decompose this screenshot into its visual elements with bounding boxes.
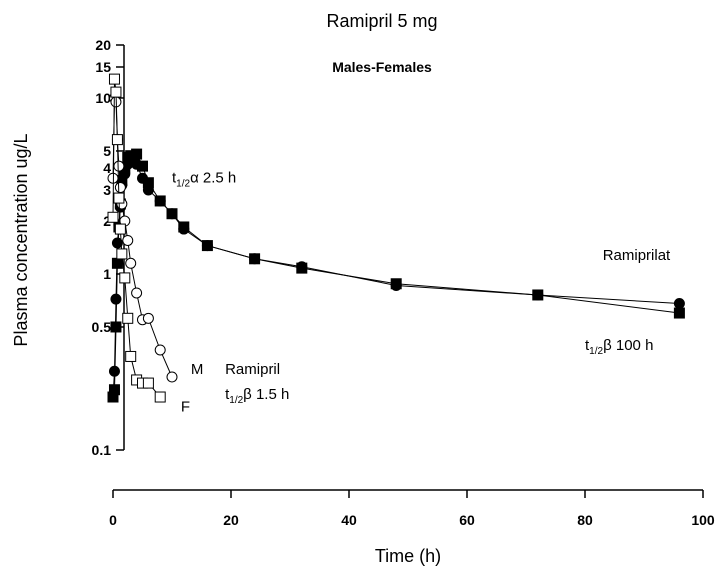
y-ticks: 0.1 0.5 1 2 3 45 10 15 20 bbox=[92, 37, 124, 458]
data-point bbox=[122, 234, 134, 246]
annotation: Ramipril bbox=[225, 361, 280, 378]
data-point bbox=[154, 391, 166, 403]
x-tick-label: 60 bbox=[459, 512, 475, 528]
y-tick-label: 3 bbox=[103, 182, 111, 198]
data-point bbox=[154, 195, 166, 207]
x-tick-label: 20 bbox=[223, 512, 239, 528]
data-point bbox=[107, 211, 119, 223]
data-point bbox=[108, 384, 120, 396]
series-line bbox=[112, 79, 161, 398]
y-tick-label: 4 bbox=[103, 160, 111, 176]
annotation: t1/2α 2.5 h bbox=[172, 170, 236, 190]
data-point bbox=[119, 272, 131, 284]
series-layer bbox=[107, 73, 685, 403]
data-point bbox=[142, 312, 154, 324]
annotations: t1/2α 2.5 h Ramiprilat t1/2β 100 h M Ramipri… bbox=[172, 170, 671, 416]
data-point bbox=[673, 297, 685, 309]
data-point bbox=[110, 293, 122, 305]
data-point bbox=[110, 86, 122, 98]
data-point bbox=[532, 289, 544, 301]
x-tick-label: 40 bbox=[341, 512, 357, 528]
data-point bbox=[110, 321, 122, 333]
y-tick-label: 1 bbox=[103, 266, 111, 282]
annotation: F bbox=[181, 399, 190, 416]
data-point bbox=[131, 148, 143, 160]
data-point bbox=[111, 237, 123, 249]
data-point bbox=[125, 350, 137, 362]
data-point bbox=[114, 223, 126, 235]
x-axis-label: Time (h) bbox=[375, 546, 441, 566]
y-tick-label: 10 bbox=[95, 90, 111, 106]
data-point bbox=[137, 160, 148, 172]
chart-title: Ramipril 5 mg bbox=[326, 11, 437, 31]
annotation: t1/2β 100 h bbox=[585, 337, 653, 357]
y-tick-label: 2 bbox=[103, 213, 111, 229]
data-point bbox=[122, 312, 134, 324]
y-tick-label: 0.1 bbox=[92, 442, 112, 458]
annotation: t1/2β 1.5 h bbox=[225, 386, 289, 406]
chart-subtitle: Males-Females bbox=[332, 59, 432, 75]
data-point bbox=[201, 240, 213, 252]
series-line bbox=[112, 153, 680, 398]
y-axis-label: Plasma concentration ug/L bbox=[11, 133, 31, 346]
data-point bbox=[131, 287, 143, 299]
series-open-square bbox=[107, 73, 166, 403]
data-point bbox=[142, 377, 154, 389]
annotation: M bbox=[191, 361, 204, 378]
data-point bbox=[178, 221, 190, 233]
data-point bbox=[116, 248, 128, 260]
x-tick-label: 100 bbox=[691, 512, 715, 528]
data-point bbox=[111, 134, 123, 146]
data-point bbox=[113, 192, 125, 204]
data-point bbox=[296, 262, 308, 274]
data-point bbox=[108, 73, 120, 85]
data-point bbox=[142, 177, 154, 189]
x-tick-label: 0 bbox=[109, 512, 117, 528]
data-point bbox=[113, 160, 125, 172]
data-point bbox=[166, 208, 178, 220]
x-tick-label: 80 bbox=[577, 512, 593, 528]
data-point bbox=[249, 253, 261, 265]
data-point bbox=[166, 371, 178, 383]
y-tick-label: 15 bbox=[95, 59, 111, 75]
data-point bbox=[111, 257, 123, 269]
data-point bbox=[114, 182, 126, 194]
annotation: Ramiprilat bbox=[603, 247, 671, 264]
data-point bbox=[673, 307, 685, 319]
y-tick-label: 20 bbox=[95, 37, 111, 53]
data-point bbox=[390, 278, 402, 290]
y-tick-label: 0.5 bbox=[92, 319, 112, 335]
data-point bbox=[125, 257, 137, 269]
y-tick-label: 5 bbox=[103, 143, 111, 159]
data-point bbox=[154, 344, 166, 356]
x-ticks: 0 20 40 60 80 100 bbox=[109, 490, 715, 528]
